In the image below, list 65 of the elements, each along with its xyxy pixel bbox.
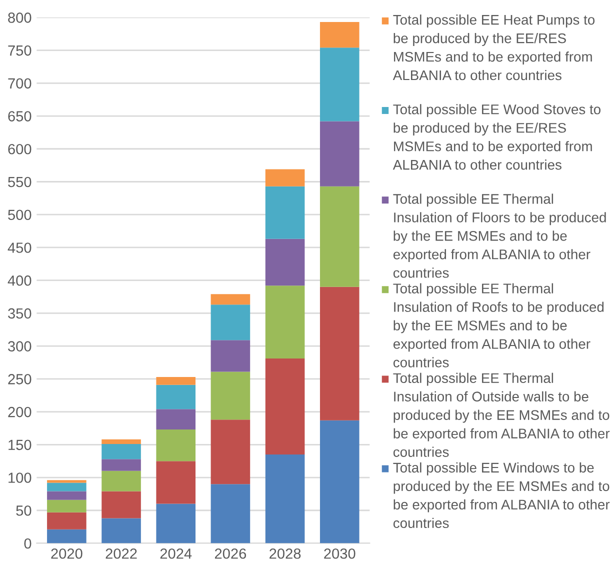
bar [320,48,360,122]
bar [265,286,305,359]
legend-label: Total possible EE Wood Stoves to be produced by the EE/RES MSMEs and to be exported from ALBANIA to other countries [392,104,600,170]
x-tick-label: 2030 [324,548,356,559]
legend-label: Total possible EE Thermal Insulation of Roofs to be produced by the EE MSMEs and to be exported from ALBANIA to other countries [393,283,604,368]
bar [102,459,141,471]
x-tick-label: 2026 [214,548,246,559]
bar [102,439,141,444]
y-tick-label: 350 [8,308,32,319]
y-tick-label: 600 [8,144,32,154]
y-tick-label: 450 [8,242,32,253]
bar [47,480,86,483]
bar [47,529,86,544]
bar [156,430,196,462]
bar [320,286,360,420]
bar [47,512,86,530]
bar [47,491,86,500]
y-tick-label: 150 [8,440,32,450]
y-tick-label: 700 [8,78,32,89]
y-tick-label: 650 [8,111,32,122]
bar [320,121,360,186]
bar [265,169,305,186]
legend-label: Total possible EE Windows to be produced by the EE MSMEs and to be exported from ALBANIA to other countries [393,462,610,528]
bar [156,376,196,385]
legend-label: Total possible EE Heat Pumps to be produced by the EE/RES MSMEs and to be exported from ALBANIA to other countries [392,14,595,80]
bar [102,470,141,492]
legend-label: Total possible EE Thermal Insulation of Floors to be produced by the EE MSMEs and to be exported from ALBANIA to other countries [393,194,606,278]
bar [210,420,250,484]
bar [265,238,305,286]
bar [156,504,196,544]
bar [320,22,360,48]
bar [265,358,305,455]
bar [210,372,250,420]
bar [320,186,360,287]
y-tick-label: 200 [8,406,32,418]
bar [265,186,305,239]
bar [210,294,250,305]
bar [210,340,250,372]
y-tick-label: 750 [8,45,32,56]
bar [47,500,86,512]
y-tick-label: 550 [8,176,32,188]
legend-label: Total possible EE Thermal Insulation of Outside walls to be produced by the EE MSMEs and to be exported from ALBANIA to other countries [393,372,610,457]
x-tick-label: 2022 [106,548,137,559]
y-tick-label: 300 [8,341,32,352]
y-tick-label: 800 [8,12,32,23]
y-tick-label: 400 [8,275,32,286]
x-tick-label: 2020 [51,548,82,559]
bar [210,304,250,340]
bar [320,420,360,544]
bar [156,409,196,430]
bar [156,384,196,410]
bar [102,518,141,544]
x-tick-label: 2024 [160,548,192,559]
y-tick-label: 250 [8,374,32,384]
y-tick-label: 0 [24,538,32,549]
bar [102,491,141,518]
bar [210,484,250,544]
bar [47,482,86,492]
bar [156,461,196,504]
bar [102,444,141,460]
y-tick-label: 500 [8,210,32,220]
y-tick-label: 50 [16,505,32,516]
x-tick-label: 2028 [270,548,301,559]
bar [265,454,305,544]
y-tick-label: 100 [8,472,32,483]
